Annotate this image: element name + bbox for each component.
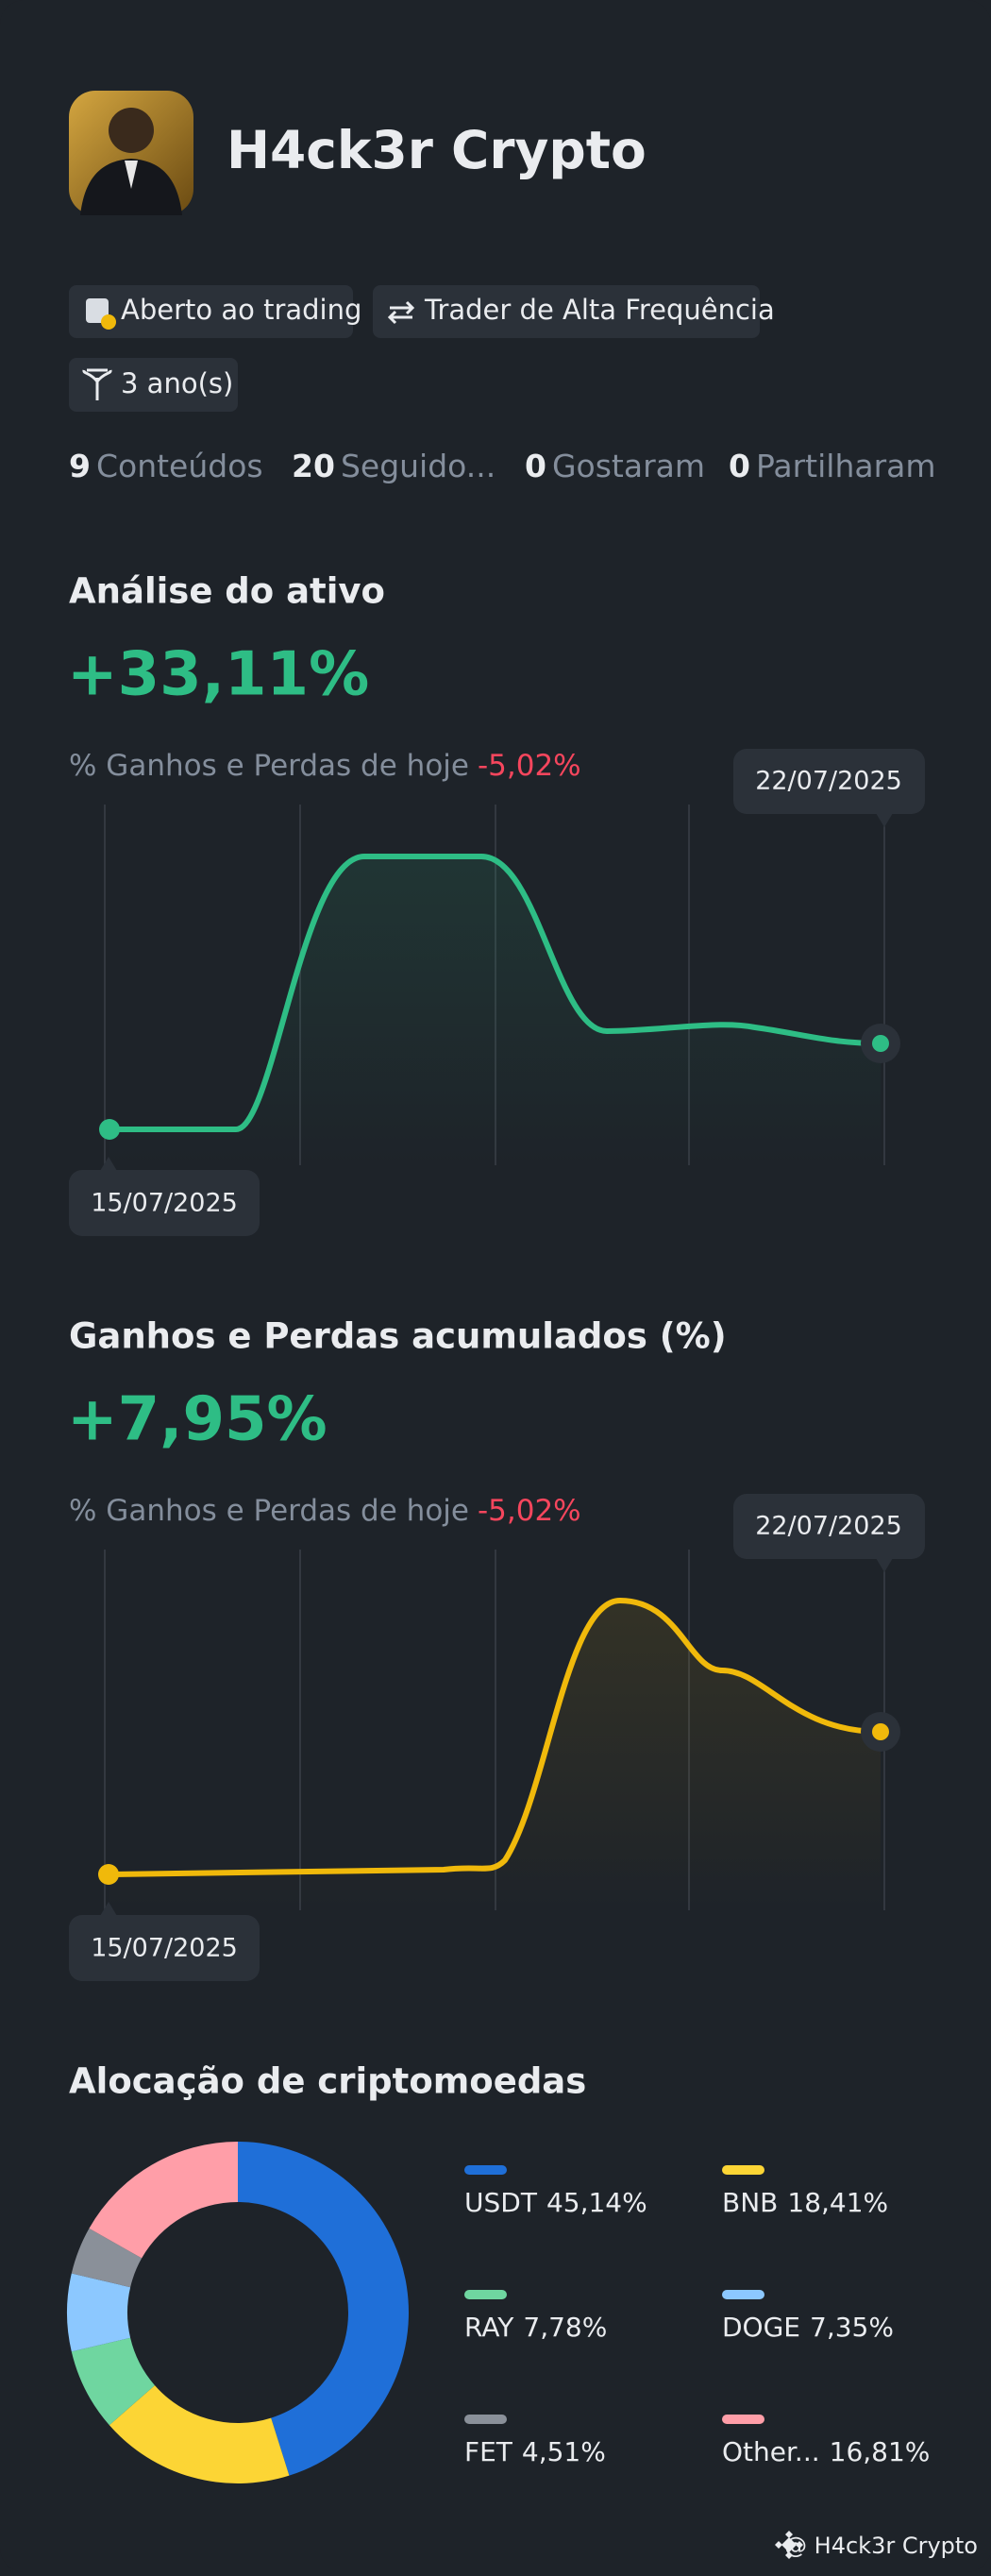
- legend-value: 4,51%: [522, 2436, 606, 2467]
- start-date: 15/07/2025: [91, 1189, 238, 1218]
- date-bubble: 15/07/2025: [69, 1902, 260, 1981]
- stat-label: Seguido...: [341, 448, 496, 484]
- legend-name: USDT: [464, 2187, 538, 2218]
- stat-label: Conteúdos: [96, 448, 263, 484]
- line-area: [109, 1601, 881, 1910]
- legend: USDT 45,14% BNB 18,41% RAY 7,78% DOGE 7,35% FET 4…: [464, 2165, 930, 2467]
- legend-value: 16,81%: [830, 2436, 931, 2467]
- avatar: [69, 91, 193, 215]
- stat-count: 0: [729, 448, 750, 484]
- end-point: [872, 1035, 889, 1052]
- legend-entry: USDT 45,14%: [464, 2187, 647, 2218]
- headline-value: +7,95%: [67, 1385, 328, 1455]
- line-area: [109, 856, 881, 1165]
- stat-count: 9: [69, 448, 91, 484]
- start-point: [99, 1119, 120, 1140]
- date-bubble: 15/07/2025: [69, 1157, 260, 1236]
- legend-name: RAY: [464, 2312, 514, 2343]
- pnl-line: [109, 854, 882, 1132]
- donut-segment: [71, 2337, 155, 2426]
- tag: 3 ano(s): [69, 358, 238, 412]
- stat-count: 20: [292, 448, 335, 484]
- stat: 0 Gostaram: [525, 448, 705, 484]
- headline-value: +33,11%: [67, 640, 369, 710]
- end-point: [872, 1723, 889, 1740]
- donut-segment: [71, 2228, 143, 2288]
- donut-segment: [238, 2142, 410, 2476]
- donut-segment: [89, 2142, 238, 2259]
- tag-label: Aberto ao trading: [121, 294, 361, 326]
- legend-swatch: [464, 2165, 507, 2175]
- start-date: 15/07/2025: [91, 1934, 238, 1963]
- legend-swatch: [722, 2165, 764, 2175]
- tag: Aberto ao trading: [69, 285, 361, 338]
- donut-segment: [109, 2385, 290, 2483]
- legend-entry: Other... 16,81%: [722, 2436, 930, 2467]
- donut-segment: [67, 2273, 131, 2352]
- donut-chart: [67, 2142, 410, 2483]
- legend-entry: BNB 18,41%: [722, 2187, 888, 2218]
- legend-swatch: [464, 2290, 507, 2299]
- stat: 9 Conteúdos: [69, 448, 263, 484]
- start-point: [98, 1864, 119, 1885]
- legend-entry: FET 4,51%: [464, 2436, 606, 2467]
- today-value: -5,02%: [478, 1494, 581, 1528]
- today-pnl: % Ganhos e Perdas de hoje -5,02%: [69, 1494, 581, 1528]
- footer-handle: @ H4ck3r Crypto: [784, 2533, 978, 2559]
- legend-value: 7,35%: [810, 2312, 894, 2343]
- tag-label: Trader de Alta Frequência: [424, 294, 775, 326]
- footer: @ H4ck3r Crypto: [775, 2531, 978, 2559]
- today-pnl: % Ganhos e Perdas de hoje -5,02%: [69, 749, 581, 783]
- today-value: -5,02%: [478, 749, 581, 783]
- legend-entry: DOGE 7,35%: [722, 2312, 894, 2343]
- section-title: Análise do ativo: [69, 571, 385, 612]
- tag: Trader de Alta Frequência: [373, 285, 775, 338]
- legend-value: 7,78%: [523, 2312, 607, 2343]
- legend-name: DOGE: [722, 2312, 800, 2343]
- date-bubble: 22/07/2025: [733, 749, 925, 827]
- stat: 0 Partilharam: [729, 448, 936, 484]
- legend-name: BNB: [722, 2187, 778, 2218]
- pnl-line: [108, 1597, 882, 1877]
- stat-label: Partilharam: [756, 448, 936, 484]
- section-title: Ganhos e Perdas acumulados (%): [69, 1316, 727, 1357]
- end-date: 22/07/2025: [755, 1512, 902, 1541]
- legend-swatch: [722, 2415, 764, 2424]
- legend-swatch: [722, 2290, 764, 2299]
- legend-swatch: [464, 2415, 507, 2424]
- today-label: % Ganhos e Perdas de hoje: [69, 1494, 469, 1528]
- legend-name: FET: [464, 2436, 513, 2467]
- stat-count: 0: [525, 448, 546, 484]
- date-bubble: 22/07/2025: [733, 1494, 925, 1572]
- legend-entry: RAY 7,78%: [464, 2312, 607, 2343]
- stat: 20 Seguido...: [292, 448, 496, 484]
- stat-label: Gostaram: [552, 448, 705, 484]
- end-date: 22/07/2025: [755, 767, 902, 796]
- legend-value: 18,41%: [787, 2187, 888, 2218]
- tag-label: 3 ano(s): [121, 367, 233, 399]
- legend-name: Other...: [722, 2436, 820, 2467]
- profile-name: H4ck3r Crypto: [227, 120, 647, 180]
- legend-value: 45,14%: [546, 2187, 647, 2218]
- today-label: % Ganhos e Perdas de hoje: [69, 749, 469, 783]
- section-title: Alocação de criptomoedas: [69, 2061, 586, 2102]
